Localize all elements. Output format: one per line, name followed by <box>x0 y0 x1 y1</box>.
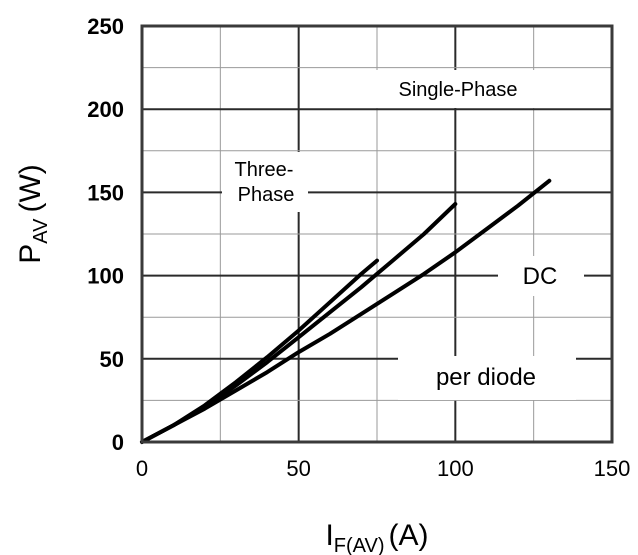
x-tick-label: 150 <box>594 456 631 481</box>
x-tick-labels: 0 50 100 150 <box>136 456 630 481</box>
plot-frame <box>140 24 614 444</box>
x-axis-label-unit: (A) <box>389 519 429 552</box>
y-tick-labels: 0 50 100 150 200 250 <box>87 14 124 455</box>
y-tick-label: 200 <box>87 97 124 122</box>
y-tick-label: 150 <box>87 180 124 205</box>
y-axis-label-unit: (W) <box>14 164 47 212</box>
x-tick-label: 100 <box>437 456 474 481</box>
curve-dc <box>140 178 552 444</box>
y-tick-label: 50 <box>100 347 124 372</box>
curve-three-phase <box>140 258 379 444</box>
y-axis-label-main: P <box>14 244 47 264</box>
annotation-three-phase-line2: Phase <box>238 184 295 206</box>
x-tick-label: 0 <box>136 456 148 481</box>
x-axis-label-sub: F(AV) <box>334 535 385 555</box>
annotation-background <box>398 356 576 400</box>
annotation-backgrounds <box>222 70 584 400</box>
x-tick-label: 50 <box>286 456 310 481</box>
y-tick-label: 100 <box>87 264 124 289</box>
y-axis-label: PAV (W) <box>14 164 52 264</box>
y-tick-label: 0 <box>112 430 124 455</box>
annotation-background <box>372 70 544 108</box>
x-axis-label-main: I <box>325 519 333 552</box>
annotation-per-diode: per diode <box>436 364 536 391</box>
curves <box>140 178 552 444</box>
y-tick-label: 250 <box>87 14 124 39</box>
annotation-dc: DC <box>523 263 558 290</box>
y-axis-label-sub: AV <box>30 218 52 244</box>
x-axis-label: IF(AV) (A) <box>325 519 428 555</box>
annotation-single-phase: Single-Phase <box>399 79 518 101</box>
annotation-background <box>222 152 308 212</box>
annotation-background <box>498 256 584 296</box>
annotation-three-phase-line1: Three- <box>235 159 294 181</box>
